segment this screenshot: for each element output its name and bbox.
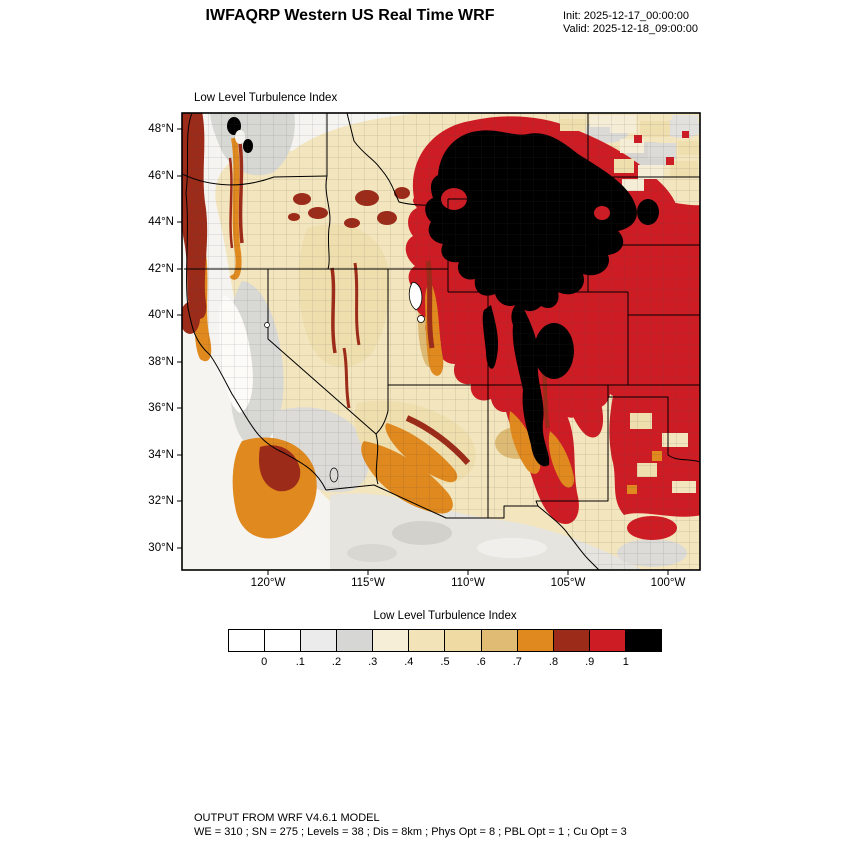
county-boundaries <box>186 113 700 570</box>
colorbar-tick-label: .2 <box>331 656 342 668</box>
init-timestamp: Init: 2025-12-17_00:00:00 <box>563 10 689 22</box>
colorbar-tick-label: .6 <box>476 656 486 668</box>
lat-tick-label: 42°N <box>148 263 174 275</box>
colorbar-cell <box>409 630 446 651</box>
turbulence-field <box>182 113 700 570</box>
colorbar-cell <box>589 630 626 651</box>
colorbar-labels: 0 .1 .2 .3 .4 .5 .6 .7 .8 .9 1 <box>228 656 662 670</box>
colorbar-title: Low Level Turbulence Index <box>373 610 517 622</box>
colorbar-cell <box>445 630 482 651</box>
lat-tick-label: 34°N <box>148 449 174 461</box>
coastline <box>185 113 327 491</box>
lon-tick-label: 120°W <box>250 577 286 589</box>
lat-tick-label: 30°N <box>148 542 174 554</box>
lat-tick-label: 46°N <box>148 170 174 182</box>
footer-model-line: OUTPUT FROM WRF V4.6.1 MODEL <box>194 812 380 824</box>
lat-tick-label: 32°N <box>148 495 174 507</box>
colorbar-tick-label: 1 <box>622 656 629 668</box>
colorbar-cell <box>625 630 661 651</box>
lon-tick-label: 115°W <box>351 577 385 589</box>
map-canvas <box>177 112 701 575</box>
colorbar-cell <box>517 630 554 651</box>
colorbar-tick-label: .8 <box>548 656 559 668</box>
lat-tick-label: 36°N <box>148 402 174 414</box>
lat-tick-label: 44°N <box>148 216 174 228</box>
colorbar-cell <box>265 630 302 651</box>
map-frame <box>181 112 701 571</box>
colorbar-tick-label: .7 <box>512 656 522 668</box>
lat-tick-label: 48°N <box>148 123 174 135</box>
state-boundaries <box>182 113 700 570</box>
colorbar-cell <box>553 630 590 651</box>
axis-ticks <box>177 128 669 575</box>
footer-config-line: WE = 310 ; SN = 275 ; Levels = 38 ; Dis … <box>194 826 627 838</box>
lon-tick-label: 110°W <box>451 577 485 589</box>
lon-tick-label: 100°W <box>650 577 686 589</box>
lat-tick-label: 38°N <box>148 356 174 368</box>
colorbar-cell <box>373 630 410 651</box>
colorbar-cell <box>481 630 518 651</box>
lon-tick-label: 105°W <box>550 577 586 589</box>
valid-timestamp: Valid: 2025-12-18_09:00:00 <box>563 23 698 35</box>
colorbar-tick-label: .5 <box>440 656 450 668</box>
colorbar-tick-label: 0 <box>261 656 268 668</box>
lakes <box>264 281 425 483</box>
colorbar-tick-label: .9 <box>585 656 595 668</box>
map-title: Low Level Turbulence Index <box>194 92 338 104</box>
run-times: Init: 2025-12-17_00:00:00 Valid: 2025-12… <box>563 10 698 36</box>
mexico-border <box>325 484 600 570</box>
colorbar-cell <box>229 630 266 651</box>
colorbar-cell <box>337 630 374 651</box>
colorbar-tick-label: .3 <box>368 656 378 668</box>
colorbar-cell <box>301 630 338 651</box>
colorbar-tick-label: .1 <box>295 656 305 668</box>
page-title: IWFAQRP Western US Real Time WRF <box>205 7 495 24</box>
lat-tick-label: 40°N <box>148 309 174 321</box>
colorbar <box>228 629 662 652</box>
colorbar-tick-label: .4 <box>404 656 414 668</box>
